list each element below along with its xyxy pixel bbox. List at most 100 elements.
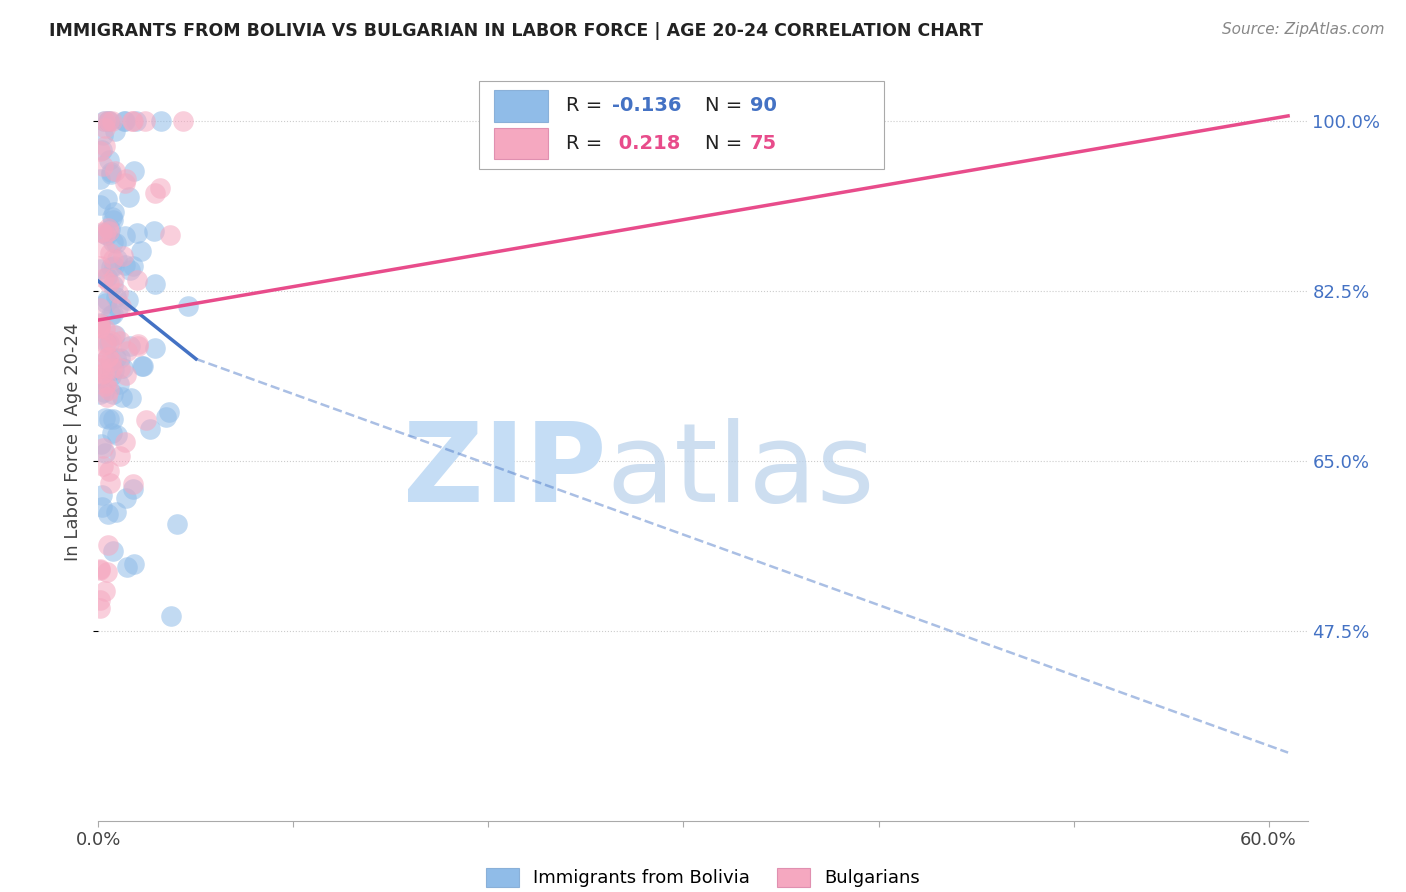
Point — [103, 412, 125, 426]
Point — [89, 321, 111, 335]
Point — [103, 260, 125, 274]
Point — [89, 317, 111, 331]
Point — [122, 477, 145, 491]
Point — [89, 317, 111, 331]
Point — [94, 120, 117, 135]
Point — [142, 224, 165, 238]
Point — [100, 164, 122, 178]
Point — [108, 361, 131, 376]
Point — [94, 584, 117, 599]
Point — [138, 422, 160, 436]
Point — [100, 334, 122, 349]
Point — [94, 352, 117, 367]
Point — [97, 538, 120, 552]
Point — [98, 336, 121, 351]
Point — [104, 351, 127, 365]
Point — [110, 299, 132, 313]
Point — [103, 205, 125, 219]
Point — [90, 437, 112, 451]
Point — [97, 351, 120, 365]
Point — [114, 176, 136, 190]
Point — [117, 559, 139, 574]
Point — [93, 446, 115, 460]
Point — [105, 252, 128, 266]
Point — [89, 145, 111, 159]
Point — [89, 319, 111, 334]
Point — [166, 516, 188, 531]
Point — [107, 285, 129, 300]
Point — [114, 368, 136, 382]
Point — [107, 301, 129, 315]
Point — [112, 249, 135, 263]
Point — [104, 290, 127, 304]
Point — [90, 367, 112, 381]
Point — [94, 322, 117, 336]
Point — [90, 143, 112, 157]
Point — [94, 113, 117, 128]
Text: 90: 90 — [751, 96, 778, 115]
Point — [98, 475, 121, 490]
Point — [100, 167, 122, 181]
Text: atlas: atlas — [606, 418, 875, 525]
Point — [89, 562, 111, 576]
Point — [110, 334, 132, 348]
Point — [93, 241, 115, 255]
Point — [160, 608, 183, 623]
Point — [131, 359, 153, 374]
Point — [104, 164, 127, 178]
Point — [98, 222, 121, 236]
Point — [91, 339, 114, 353]
Text: Source: ZipAtlas.com: Source: ZipAtlas.com — [1222, 22, 1385, 37]
Point — [94, 376, 117, 390]
Point — [104, 505, 127, 519]
Point — [172, 113, 194, 128]
Point — [93, 271, 115, 285]
Point — [105, 428, 128, 442]
Point — [90, 358, 112, 372]
Point — [97, 383, 120, 397]
Point — [97, 221, 120, 235]
Point — [96, 293, 118, 308]
Point — [115, 171, 138, 186]
Point — [149, 181, 172, 195]
Point — [89, 319, 111, 334]
Point — [98, 224, 121, 238]
Point — [101, 113, 124, 128]
Point — [104, 327, 127, 342]
Text: R =: R = — [567, 134, 609, 153]
Point — [134, 113, 156, 128]
Point — [120, 391, 142, 405]
Point — [93, 367, 115, 381]
Point — [127, 339, 149, 353]
Point — [98, 113, 121, 128]
Point — [89, 260, 111, 274]
Point — [98, 412, 121, 426]
FancyBboxPatch shape — [494, 128, 548, 160]
Point — [100, 369, 122, 384]
FancyBboxPatch shape — [494, 90, 548, 121]
Point — [94, 227, 117, 241]
Point — [100, 309, 122, 323]
Text: -0.136: -0.136 — [613, 96, 682, 115]
Point — [111, 390, 134, 404]
Point — [108, 376, 131, 391]
Point — [89, 593, 111, 607]
Point — [96, 296, 118, 310]
Text: R =: R = — [567, 96, 609, 115]
Point — [101, 235, 124, 249]
Point — [89, 600, 111, 615]
Point — [120, 339, 142, 353]
Point — [98, 153, 121, 167]
Point — [143, 341, 166, 355]
Point — [104, 235, 127, 250]
Point — [131, 359, 153, 373]
Point — [122, 557, 145, 571]
Text: IMMIGRANTS FROM BOLIVIA VS BULGARIAN IN LABOR FORCE | AGE 20-24 CORRELATION CHAR: IMMIGRANTS FROM BOLIVIA VS BULGARIAN IN … — [49, 22, 983, 40]
Point — [135, 413, 157, 427]
Point — [100, 260, 122, 274]
Point — [97, 277, 120, 291]
Point — [114, 258, 136, 272]
Legend: Immigrants from Bolivia, Bulgarians: Immigrants from Bolivia, Bulgarians — [486, 868, 920, 888]
FancyBboxPatch shape — [479, 81, 884, 169]
Point — [91, 458, 114, 473]
